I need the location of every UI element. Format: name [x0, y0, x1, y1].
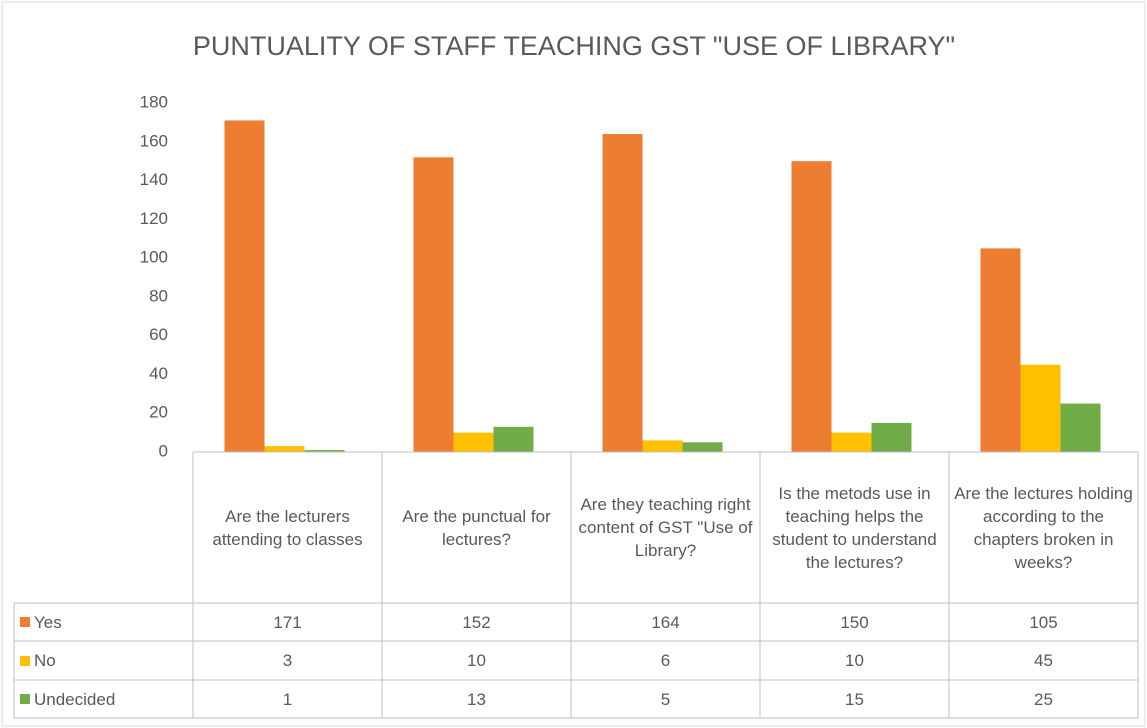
- table-value: 1: [282, 689, 293, 709]
- bar: [413, 157, 454, 453]
- bar: [1020, 364, 1061, 452]
- y-tick-label: 120: [140, 209, 168, 228]
- table-value: 45: [1034, 651, 1053, 670]
- bar: [980, 248, 1021, 452]
- legend-label: Yes: [34, 612, 62, 632]
- x-tick-label: Are the lectures holding according to th…: [954, 483, 1133, 572]
- table-value: 5: [660, 689, 671, 709]
- bar: [871, 422, 912, 452]
- table-value: 150: [840, 612, 869, 632]
- y-tick-label: 180: [140, 92, 168, 111]
- bar: [642, 440, 683, 452]
- y-tick-label: 80: [149, 286, 168, 305]
- bar: [224, 120, 265, 452]
- table-value: 171: [273, 612, 302, 632]
- y-tick-label: 40: [149, 364, 168, 383]
- bar: [264, 446, 305, 452]
- legend-entry: No: [14, 641, 193, 680]
- table-value: 152: [462, 612, 491, 632]
- legend-key: [20, 655, 30, 666]
- x-tick-label: Are the lecturers attending to classes: [212, 506, 363, 549]
- y-tick-label: 20: [149, 403, 168, 422]
- y-tick-label: 160: [140, 131, 168, 150]
- y-tick-label: 100: [140, 248, 168, 267]
- legend-entry: Undecided: [14, 680, 193, 718]
- table-value: 15: [845, 689, 864, 709]
- y-tick-label: 0: [159, 441, 168, 460]
- x-tick-label: Are the punctual for lectures?: [402, 506, 551, 549]
- y-tick-label: 60: [149, 325, 168, 344]
- bar: [1060, 403, 1101, 452]
- bar: [682, 442, 723, 452]
- table-value: 25: [1034, 689, 1053, 709]
- bar: [791, 161, 832, 452]
- chart-title: PUNTUALITY OF STAFF TEACHING GST "USE OF…: [193, 31, 955, 61]
- bar: [831, 432, 872, 452]
- x-tick-label: Are they teaching right content of GST "…: [578, 495, 753, 560]
- bar: [602, 134, 643, 452]
- legend-entry: Yes: [14, 603, 193, 641]
- x-tick-label: Is the metods use in teaching helps the …: [772, 483, 937, 572]
- table-value: 13: [467, 689, 486, 709]
- table-value: 3: [282, 651, 293, 670]
- bar: [304, 450, 345, 452]
- bar: [493, 426, 534, 452]
- y-tick-label: 140: [140, 170, 168, 189]
- legend-key: [20, 617, 30, 627]
- legend-label: Undecided: [34, 689, 116, 709]
- table-value: 164: [651, 612, 680, 632]
- legend-label: No: [34, 651, 56, 670]
- legend-key: [20, 694, 30, 704]
- table-value: 105: [1029, 612, 1058, 632]
- table-value: 6: [660, 651, 671, 670]
- table-value: 10: [467, 651, 486, 670]
- bar: [453, 432, 494, 452]
- table-value: 10: [845, 651, 864, 670]
